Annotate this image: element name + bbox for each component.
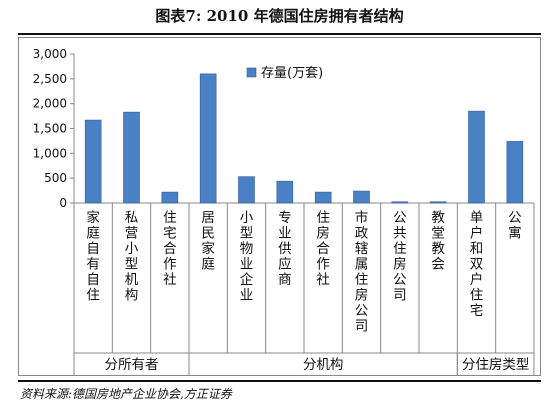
category-label-char: 自 <box>86 272 100 288</box>
category-label-char: 会 <box>431 257 445 273</box>
bar-chart: 05001,0001,5002,0002,5003,000家庭自有自住私营小型机… <box>33 47 535 375</box>
bar <box>123 111 140 204</box>
category-label-char: 教 <box>431 210 445 226</box>
category-label-char: 自 <box>86 241 100 257</box>
category-label-char: 应 <box>278 256 292 273</box>
category-label-char: 政 <box>355 226 369 242</box>
bar <box>84 119 102 204</box>
category-label-char: 业 <box>278 226 292 242</box>
y-tick-label: 0 <box>59 196 67 210</box>
category-label-char: 司 <box>393 288 407 304</box>
category-label-char: 有 <box>86 257 100 273</box>
category-label-char: 社 <box>163 272 177 288</box>
category-label-char: 构 <box>125 288 139 304</box>
category-label-char: 和 <box>470 241 484 257</box>
category-label-char: 企 <box>240 271 254 288</box>
y-tick-label: 2,500 <box>33 72 67 86</box>
group-label: 分住房类型 <box>462 357 530 373</box>
category-label-char: 辖 <box>355 241 369 257</box>
bar <box>161 191 179 204</box>
y-tick-label: 500 <box>44 171 67 185</box>
figure-title: 图表7: 2010 年德国住房拥有者结构 <box>155 7 404 25</box>
category-label-char: 居 <box>201 210 215 226</box>
category-label-char: 型 <box>125 257 139 273</box>
bar <box>314 191 332 204</box>
chart-frame: 0 500 1,000 1,500 2,000 2,500 3,000 家庭自有自住私营小型机… <box>18 37 541 376</box>
bar <box>353 190 370 204</box>
legend-label: 存量(万套) <box>261 65 323 81</box>
source-divider <box>18 380 541 382</box>
category-label-char: 户 <box>470 225 484 242</box>
category-label-char: 商 <box>278 272 292 288</box>
category-label-char: 公 <box>393 210 407 226</box>
category-label-char: 宅 <box>470 303 484 319</box>
category-label-char: 共 <box>393 226 407 242</box>
category-label-char: 寓 <box>508 225 522 242</box>
legend-swatch <box>246 67 257 78</box>
category-label-char: 合 <box>316 241 330 257</box>
category-label-char: 小 <box>240 210 254 226</box>
y-tick-label: 1,000 <box>33 146 67 160</box>
bar <box>276 180 294 204</box>
category-label-char: 物 <box>240 241 254 257</box>
y-tick-label: 1,500 <box>33 122 67 136</box>
category-label-char: 家 <box>86 209 100 226</box>
category-label-char: 供 <box>278 241 292 257</box>
category-label-char: 营 <box>125 226 139 242</box>
y-tick-label: 3,000 <box>33 47 67 61</box>
bar <box>199 73 217 204</box>
category-label-char: 私 <box>125 210 139 226</box>
category-label-char: 户 <box>470 271 484 288</box>
category-label-char: 庭 <box>201 256 215 273</box>
category-label-char: 宅 <box>163 226 177 242</box>
bar <box>429 201 447 204</box>
category-label-char: 小 <box>125 241 139 257</box>
category-label-char: 业 <box>240 257 254 273</box>
group-label: 分机构 <box>303 357 344 373</box>
category-label-char: 单 <box>470 210 484 226</box>
category-label-char: 市 <box>355 209 369 226</box>
category-label-char: 房 <box>355 288 369 304</box>
category-label-char: 住 <box>316 210 330 226</box>
category-label-char: 房 <box>316 226 330 242</box>
category-label-char: 作 <box>163 257 177 273</box>
category-label-char: 公 <box>508 210 522 226</box>
category-label-char: 社 <box>316 272 330 288</box>
bar <box>506 141 524 204</box>
category-label-char: 型 <box>240 226 254 242</box>
group-label: 分所有者 <box>105 357 159 373</box>
bar <box>391 201 409 204</box>
legend: 存量(万套) <box>246 65 323 81</box>
category-label-char: 合 <box>163 241 177 257</box>
y-tick-label: 2,000 <box>33 97 67 111</box>
category-label-char: 机 <box>125 272 139 288</box>
category-label-char: 司 <box>355 319 369 335</box>
category-label-char: 民 <box>201 226 215 242</box>
category-label-char: 作 <box>316 257 330 273</box>
title-divider <box>18 33 541 35</box>
category-label-char: 住 <box>470 288 484 304</box>
category-label-char: 公 <box>393 272 407 288</box>
category-label-char: 住 <box>393 241 407 257</box>
category-label-char: 家 <box>201 240 215 257</box>
category-label-char: 堂 <box>431 226 445 242</box>
category-label-char: 专 <box>278 210 292 226</box>
category-label-char: 住 <box>86 288 100 304</box>
source-note: 资料来源:德国房地产企业协会,方正证券 <box>20 387 232 401</box>
category-label-char: 双 <box>470 257 484 273</box>
bar <box>238 176 255 204</box>
bar <box>468 110 485 204</box>
category-label-char: 属 <box>355 257 369 273</box>
category-label-char: 教 <box>431 241 445 257</box>
category-label-char: 庭 <box>86 225 100 242</box>
category-label-char: 业 <box>240 288 254 304</box>
category-label-char: 房 <box>393 257 407 273</box>
category-label-char: 公 <box>355 303 369 319</box>
category-label-char: 住 <box>355 272 369 288</box>
category-label-char: 住 <box>163 210 177 226</box>
